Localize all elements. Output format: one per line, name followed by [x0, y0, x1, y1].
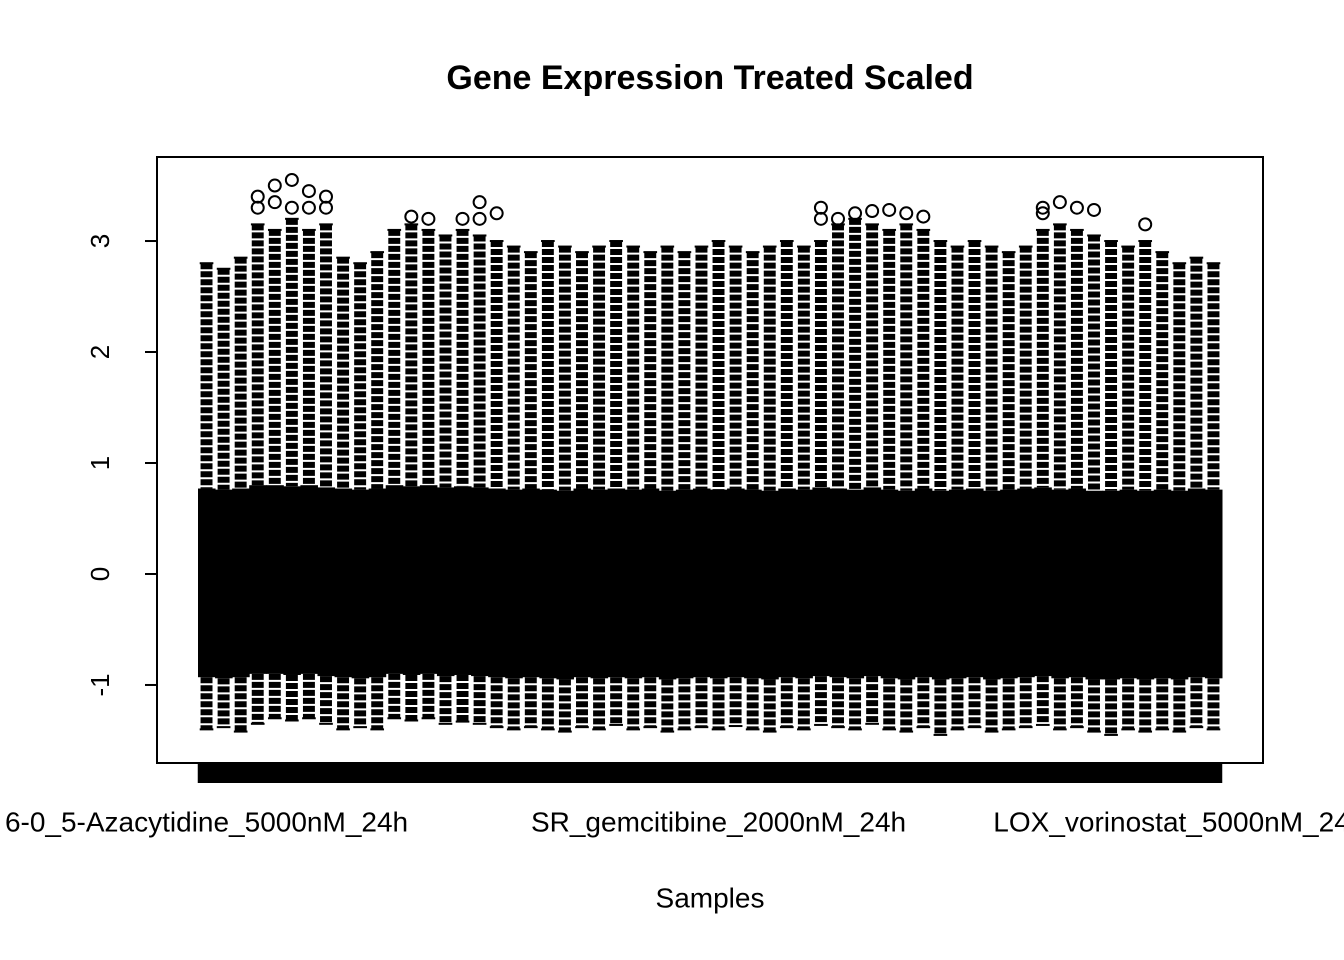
- outlier: [831, 211, 845, 226]
- box: [505, 489, 523, 679]
- box: [1170, 490, 1189, 680]
- box: [897, 490, 916, 680]
- y-tick-label: 1: [85, 456, 115, 470]
- box: [658, 490, 677, 680]
- box: [1068, 488, 1086, 678]
- x-tick-label: SR_gemcitibine_2000nM_24h: [531, 806, 906, 837]
- box: [607, 488, 626, 678]
- box: [761, 490, 779, 680]
- box: [624, 489, 643, 679]
- box: [914, 488, 933, 678]
- box: [232, 488, 250, 678]
- box: [573, 488, 592, 678]
- box: [812, 487, 830, 677]
- outlier: [813, 200, 828, 215]
- box: [983, 490, 1001, 680]
- outlier: [250, 189, 265, 204]
- box: [539, 489, 557, 679]
- box: [1119, 489, 1138, 679]
- box: [863, 487, 882, 677]
- y-tick-label: 3: [85, 234, 115, 248]
- box: [385, 485, 404, 674]
- box: [1017, 488, 1035, 678]
- box: [436, 487, 455, 677]
- y-tick-label: 0: [85, 567, 115, 581]
- box: [300, 485, 318, 674]
- y-tick-label: 2: [85, 345, 115, 359]
- box: [1000, 489, 1018, 679]
- box: [1153, 489, 1172, 679]
- outlier: [301, 200, 316, 215]
- outlier: [1035, 206, 1050, 221]
- box: [1102, 490, 1121, 680]
- box: [710, 489, 728, 679]
- box: [948, 489, 967, 679]
- x-tick-label: LOX_vorinostat_5000nM_24h: [993, 806, 1344, 837]
- box: [1136, 490, 1155, 680]
- outlier: [882, 202, 897, 217]
- box: [829, 488, 848, 678]
- outlier: [1138, 217, 1153, 232]
- box: [692, 488, 711, 678]
- outlier: [455, 211, 470, 226]
- box: [590, 489, 609, 679]
- box: [1085, 490, 1104, 680]
- box: [454, 486, 472, 675]
- outlier: [301, 184, 316, 199]
- outlier: [1035, 200, 1050, 215]
- box: [1034, 487, 1052, 677]
- outlier: [319, 189, 333, 204]
- box: [334, 488, 353, 678]
- box: [778, 488, 796, 678]
- box: [471, 487, 489, 677]
- box: [351, 489, 370, 679]
- outlier: [489, 206, 504, 221]
- outlier: [404, 209, 419, 224]
- box: [727, 488, 745, 678]
- box: [846, 489, 865, 679]
- outlier: [865, 204, 880, 219]
- outlier: [421, 211, 436, 226]
- outlier: [848, 206, 863, 221]
- outlier: [472, 211, 487, 226]
- x-tick-label: 6-0_5-Azacytidine_5000nM_24h: [5, 806, 408, 837]
- box: [317, 487, 336, 677]
- box: [966, 488, 984, 678]
- outlier: [1052, 195, 1067, 210]
- outlier: [899, 206, 914, 221]
- box: [368, 488, 387, 678]
- outlier: [916, 209, 931, 224]
- outlier: [284, 172, 299, 187]
- box: [880, 489, 899, 679]
- outlier: [472, 195, 487, 210]
- box: [1051, 489, 1069, 679]
- box: [488, 488, 506, 678]
- box: [795, 489, 813, 679]
- box: [283, 486, 301, 675]
- box: [215, 489, 233, 679]
- box: [402, 486, 421, 675]
- box: [556, 490, 574, 680]
- box: [744, 489, 762, 679]
- box: [1204, 489, 1223, 679]
- outlier: [1069, 200, 1084, 215]
- box: [931, 490, 950, 680]
- chart-title: Gene Expression Treated Scaled: [446, 59, 973, 97]
- box: [249, 485, 267, 674]
- outlier: [1087, 202, 1101, 217]
- box: [641, 488, 660, 678]
- box: [675, 489, 694, 679]
- outlier: [267, 178, 282, 193]
- outlier: [284, 200, 299, 215]
- box: [266, 485, 284, 674]
- outlier: [267, 195, 282, 210]
- x-axis-label: Samples: [656, 882, 765, 913]
- box: [198, 488, 216, 678]
- box: [1187, 488, 1206, 678]
- box: [419, 485, 438, 674]
- y-tick-label: -1: [85, 673, 115, 696]
- box: [522, 488, 540, 678]
